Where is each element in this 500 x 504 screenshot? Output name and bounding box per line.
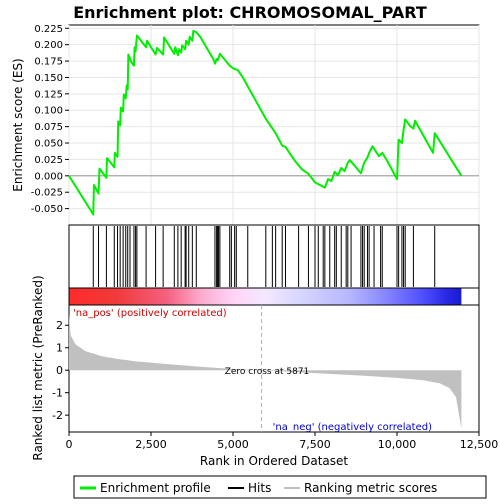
es-y-tick-label: -0.050 [31, 204, 63, 215]
es-y-tick-label: 0.200 [34, 40, 63, 51]
pos-label: 'na_pos' (positively correlated) [73, 308, 227, 319]
es-y-axis-label: Enrichment score (ES) [11, 58, 25, 191]
es-y-tick-label: 0.125 [34, 89, 63, 100]
x-tick-label: 0 [66, 438, 73, 451]
x-tick-label: 10,000 [378, 438, 417, 451]
legend: Enrichment profile Hits Ranking metric s… [73, 475, 487, 499]
legend-label-enrichment: Enrichment profile [100, 481, 211, 495]
es-y-tick-label: 0.150 [34, 73, 63, 84]
hits-panel [68, 224, 480, 289]
es-curve-group [68, 29, 479, 216]
legend-box [73, 475, 487, 499]
es-plot-frame [68, 24, 480, 226]
chart-title: Enrichment plot: CHROMOSOMAL_PART [73, 3, 427, 22]
metric-y-tick-label: 2 [56, 319, 63, 332]
legend-label-hits: Hits [248, 481, 271, 495]
es-y-tick-label: 0.025 [34, 155, 63, 166]
metric-y-tick-label: 1 [56, 342, 63, 355]
legend-label-metric: Ranking metric scores [304, 481, 437, 495]
metric-area [69, 305, 462, 432]
zero-cross-label: Zero cross at 5871 [225, 367, 310, 377]
es-y-tick-label: 0.225 [34, 24, 63, 35]
ranking-metric-area [69, 313, 462, 429]
neg-label: 'na_neg' (negatively correlated) [273, 422, 432, 433]
x-axis-label: Rank in Ordered Dataset [200, 454, 348, 468]
metric-y-axis: -2 -1 0 1 2 [52, 319, 69, 422]
metric-y-tick-label: -1 [52, 387, 63, 400]
x-axis: 0 2,500 5,000 7,500 10,000 12,500 [66, 432, 499, 451]
es-y-tick-label: 0.050 [34, 139, 63, 150]
heatmap-fill [69, 288, 462, 305]
x-tick-label: 2,500 [135, 438, 167, 451]
metric-panel: -2 -1 0 1 2 'na_pos' (positively correlated)… [31, 275, 480, 461]
es-y-tick-label: 0.000 [34, 171, 63, 182]
es-y-tick-label: 0.175 [34, 57, 63, 68]
es-y-tick-label: -0.025 [31, 188, 63, 199]
ranking-heatmap-bar [68, 287, 480, 306]
x-tick-label: 5,000 [217, 438, 249, 451]
es-y-axis: -0.050 -0.025 0.000 0.025 0.050 0.075 0.100 0.1… [31, 24, 69, 215]
es-y-tick-label: 0.100 [34, 106, 63, 117]
metric-y-axis-label: Ranked list metric (PreRanked) [31, 275, 45, 460]
x-tick-label: 12,500 [460, 438, 499, 451]
x-tick-label: 7,500 [299, 438, 331, 451]
metric-y-tick-label: 0 [56, 364, 63, 377]
es-panel: -0.050 -0.025 0.000 0.025 0.050 0.075 0.100 0.1… [11, 24, 480, 226]
es-y-tick-label: 0.075 [34, 122, 63, 133]
metric-y-tick-label: -2 [52, 409, 63, 422]
hits-lines [92, 226, 436, 287]
enrichment-profile-line [68, 29, 463, 216]
